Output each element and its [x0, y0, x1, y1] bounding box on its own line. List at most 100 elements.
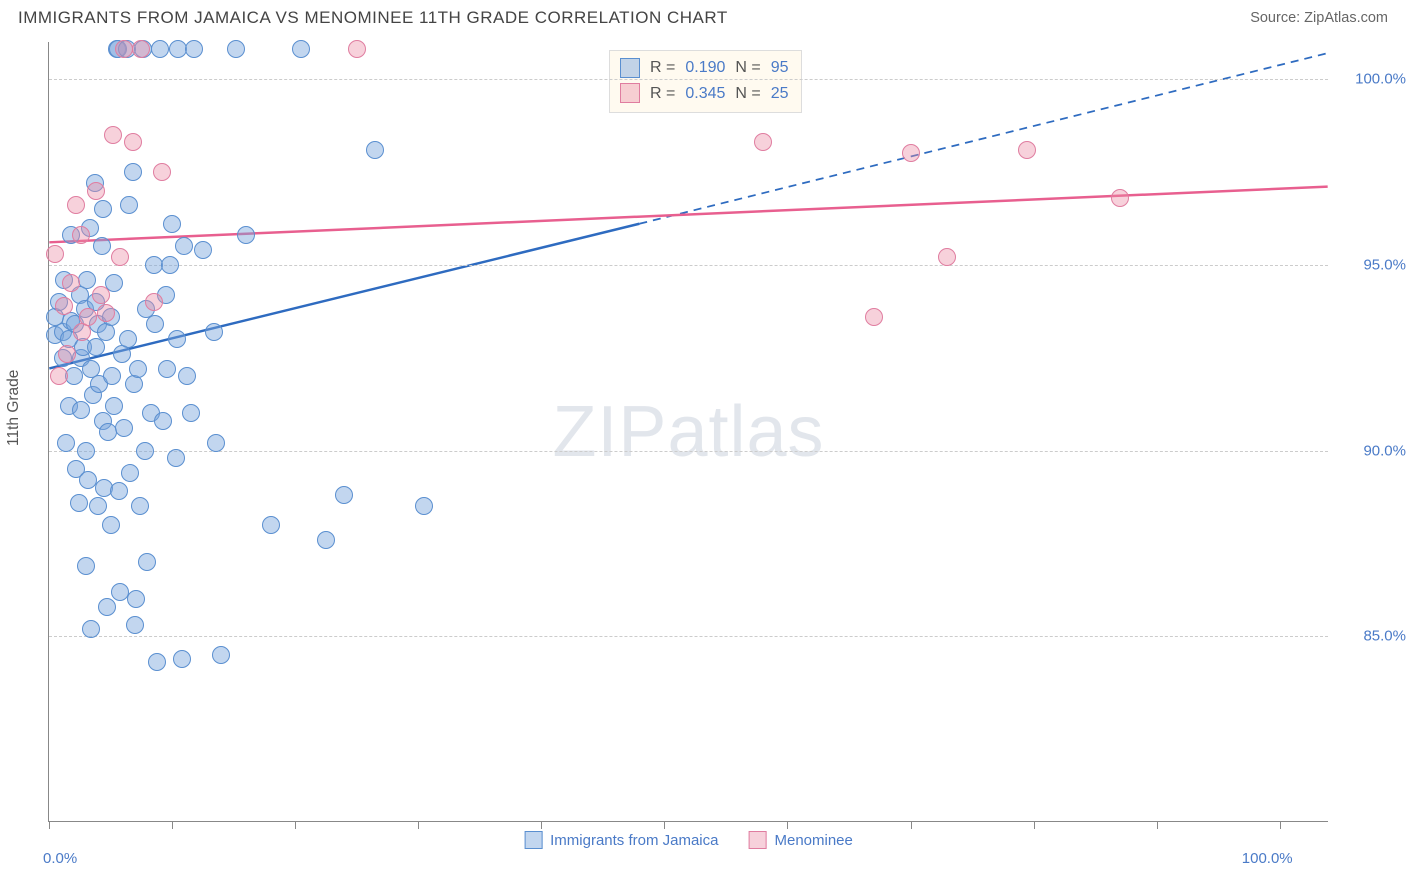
data-point-series2 [79, 308, 97, 326]
r-label: R = [650, 55, 675, 81]
y-tick-label: 85.0% [1363, 628, 1406, 645]
r-value-series1: 0.190 [685, 55, 725, 81]
data-point-series2 [865, 308, 883, 326]
r-value-series2: 0.345 [685, 81, 725, 107]
data-point-series2 [1111, 189, 1129, 207]
data-point-series1 [70, 494, 88, 512]
data-point-series1 [77, 557, 95, 575]
data-point-series2 [132, 40, 150, 58]
x-tick-label: 0.0% [43, 850, 77, 867]
data-point-series1 [175, 237, 193, 255]
data-point-series1 [124, 163, 142, 181]
x-tick [295, 821, 296, 829]
data-point-series1 [163, 215, 181, 233]
watermark: ZIPatlas [552, 391, 824, 473]
data-point-series1 [77, 442, 95, 460]
data-point-series1 [194, 241, 212, 259]
x-tick [1157, 821, 1158, 829]
n-value-series2: 25 [771, 81, 789, 107]
series-legend: Immigrants from Jamaica Menominee [524, 831, 853, 849]
trend-lines-svg [49, 42, 1328, 821]
data-point-series1 [98, 598, 116, 616]
y-tick-label: 100.0% [1355, 71, 1406, 88]
data-point-series2 [46, 245, 64, 263]
data-point-series1 [158, 360, 176, 378]
swatch-series2-bottom [748, 831, 766, 849]
n-label: N = [735, 81, 760, 107]
data-point-series1 [129, 360, 147, 378]
data-point-series1 [115, 419, 133, 437]
x-tick [172, 821, 173, 829]
data-point-series2 [754, 133, 772, 151]
data-point-series1 [110, 482, 128, 500]
data-point-series2 [902, 144, 920, 162]
data-point-series1 [182, 404, 200, 422]
data-point-series1 [317, 531, 335, 549]
data-point-series2 [938, 248, 956, 266]
data-point-series1 [127, 590, 145, 608]
gridline-h [49, 79, 1328, 80]
data-point-series2 [115, 40, 133, 58]
data-point-series2 [62, 274, 80, 292]
legend-label-series1: Immigrants from Jamaica [550, 832, 718, 849]
legend-row-series1: R = 0.190 N = 95 [620, 55, 789, 81]
data-point-series1 [146, 315, 164, 333]
data-point-series1 [212, 646, 230, 664]
data-point-series1 [89, 497, 107, 515]
data-point-series1 [126, 616, 144, 634]
data-point-series2 [87, 182, 105, 200]
x-tick [1034, 821, 1035, 829]
x-tick [1280, 821, 1281, 829]
y-axis-label: 11th Grade [5, 370, 23, 446]
data-point-series1 [102, 516, 120, 534]
x-tick [49, 821, 50, 829]
swatch-series1 [620, 58, 640, 78]
data-point-series1 [93, 237, 111, 255]
data-point-series1 [167, 449, 185, 467]
data-point-series1 [207, 434, 225, 452]
data-point-series1 [154, 412, 172, 430]
data-point-series1 [185, 40, 203, 58]
data-point-series1 [105, 397, 123, 415]
data-point-series1 [415, 497, 433, 515]
data-point-series1 [136, 442, 154, 460]
data-point-series1 [119, 330, 137, 348]
chart-title: IMMIGRANTS FROM JAMAICA VS MENOMINEE 11T… [18, 8, 728, 28]
source-label: Source: ZipAtlas.com [1250, 10, 1388, 26]
gridline-h [49, 636, 1328, 637]
data-point-series2 [348, 40, 366, 58]
data-point-series1 [205, 323, 223, 341]
data-point-series2 [50, 367, 68, 385]
n-label: N = [735, 55, 760, 81]
data-point-series1 [292, 40, 310, 58]
x-tick-label: 100.0% [1242, 850, 1293, 867]
data-point-series1 [366, 141, 384, 159]
swatch-series1-bottom [524, 831, 542, 849]
data-point-series2 [104, 126, 122, 144]
data-point-series1 [161, 256, 179, 274]
data-point-series1 [178, 367, 196, 385]
data-point-series2 [111, 248, 129, 266]
data-point-series1 [262, 516, 280, 534]
data-point-series1 [138, 553, 156, 571]
data-point-series1 [173, 650, 191, 668]
legend-item-series1: Immigrants from Jamaica [524, 831, 718, 849]
data-point-series1 [103, 367, 121, 385]
x-tick [664, 821, 665, 829]
data-point-series1 [151, 40, 169, 58]
swatch-series2 [620, 83, 640, 103]
data-point-series2 [92, 286, 110, 304]
data-point-series1 [82, 620, 100, 638]
x-tick [911, 821, 912, 829]
data-point-series1 [335, 486, 353, 504]
data-point-series2 [1018, 141, 1036, 159]
data-point-series1 [72, 401, 90, 419]
data-point-series2 [72, 226, 90, 244]
data-point-series2 [97, 304, 115, 322]
data-point-series2 [58, 345, 76, 363]
gridline-h [49, 451, 1328, 452]
legend-row-series2: R = 0.345 N = 25 [620, 81, 789, 107]
data-point-series2 [145, 293, 163, 311]
legend-label-series2: Menominee [774, 832, 852, 849]
data-point-series2 [124, 133, 142, 151]
